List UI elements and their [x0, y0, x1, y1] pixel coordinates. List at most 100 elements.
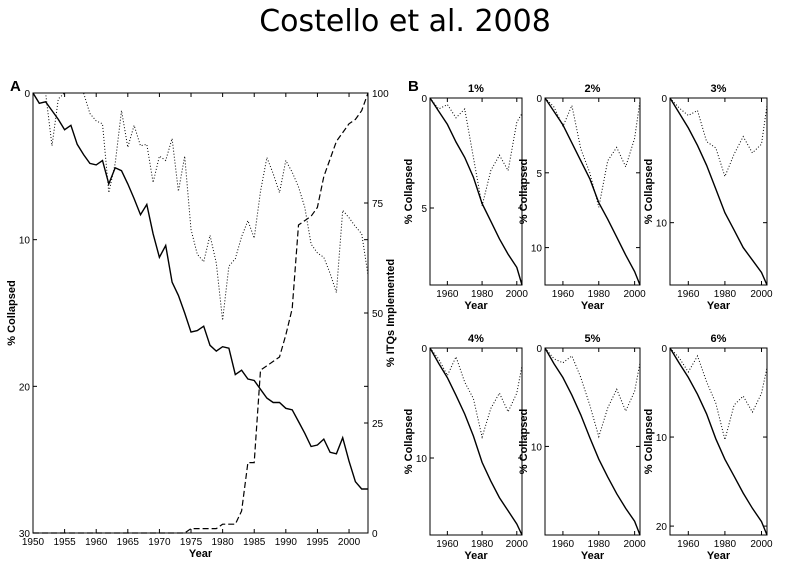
- plot-frame: [32, 92, 369, 534]
- x-tick-label: 2000: [338, 537, 361, 548]
- x-tick-label: 1980: [211, 537, 234, 548]
- x-tick-label: 1980: [588, 539, 611, 550]
- panel-title: 3%: [711, 83, 727, 95]
- series-line-solid: [429, 97, 523, 286]
- y2-tick-label: 75: [372, 199, 384, 210]
- y-tick-label: 0: [421, 344, 427, 355]
- series-line-solid: [544, 347, 641, 536]
- y2-tick-label: 100: [372, 89, 389, 100]
- y2-tick-label: 25: [372, 419, 384, 430]
- y-tick-label: 0: [421, 94, 427, 105]
- y-tick-label: 10: [531, 442, 543, 453]
- y-tick-label: 10: [656, 219, 668, 230]
- series-line-dotted: [429, 97, 523, 206]
- panel-b-chart-4: 1960 1980 2000 0 10 Year % Collapsed 4%: [403, 333, 528, 562]
- chart-root: 1950 1955 1960 1965 1970 1975 1980 1985 1990 1995…: [6, 83, 773, 562]
- y-tick-label: 20: [656, 522, 668, 533]
- panel-title: 4%: [468, 333, 484, 345]
- plot-frame: [429, 97, 523, 286]
- y-tick-label: 0: [661, 94, 667, 105]
- series-line-solid: [669, 347, 768, 536]
- plot-frame: [544, 97, 641, 286]
- x-tick-label: 1965: [117, 537, 140, 548]
- panel-title: 1%: [468, 83, 484, 95]
- x-tick-label: 1955: [53, 537, 76, 548]
- series-line-dotted: [544, 97, 641, 208]
- panel-title: 2%: [585, 83, 601, 95]
- series-line-dashed: [33, 92, 369, 534]
- x-tick-label: 1985: [243, 537, 266, 548]
- y-tick-label: 0: [24, 89, 30, 100]
- x-axis-label: Year: [707, 300, 731, 312]
- panel-title: 6%: [711, 333, 727, 345]
- y-tick-label: 5: [536, 169, 542, 180]
- panel-b-chart-3: 1960 1980 2000 0 10 Year % Collapsed 3%: [643, 83, 773, 312]
- y-tick-label: 10: [416, 454, 428, 465]
- panel-title: 5%: [585, 333, 601, 345]
- y-axis-label: % Collapsed: [403, 159, 415, 224]
- y2-tick-label: 0: [372, 529, 378, 540]
- series-line-dotted: [544, 347, 641, 439]
- x-tick-label: 1995: [306, 537, 329, 548]
- x-tick-label: 1975: [180, 537, 203, 548]
- panel-b-chart-6: 1960 1980 2000 0 10 20 Year % Collapsed 6%: [643, 333, 773, 562]
- plot-frame: [669, 97, 768, 286]
- x-tick-label: 1950: [22, 537, 45, 548]
- y-axis-label: % Collapsed: [6, 280, 18, 345]
- x-tick-label: 1980: [471, 539, 494, 550]
- x-tick-label: 1970: [148, 537, 171, 548]
- x-tick-label: 2000: [506, 289, 529, 300]
- y-tick-label: 10: [19, 236, 31, 247]
- plot-frame: [669, 347, 768, 536]
- x-tick-label: 2000: [506, 539, 529, 550]
- x-tick-label: 1960: [436, 289, 459, 300]
- y-axis-label: % Collapsed: [643, 159, 655, 224]
- y-axis-label: % Collapsed: [518, 159, 530, 224]
- y-tick-label: 10: [656, 433, 668, 444]
- y2-axis-label: % ITQs Implemented: [385, 259, 397, 367]
- series-line-dotted: [669, 347, 768, 440]
- y-tick-label: 20: [19, 382, 31, 393]
- x-tick-label: 1960: [552, 289, 575, 300]
- x-axis-label: Year: [464, 550, 488, 562]
- y-axis-label: % Collapsed: [643, 409, 655, 474]
- y2-tick-label: 50: [372, 309, 384, 320]
- x-tick-label: 1980: [714, 289, 737, 300]
- x-tick-label: 2000: [623, 539, 646, 550]
- y-tick-label: 5: [421, 204, 427, 215]
- x-tick-label: 1960: [436, 539, 459, 550]
- y-tick-label: 0: [536, 94, 542, 105]
- panel-b-chart-2: 1960 1980 2000 0 5 10 Year % Collapsed 2%: [518, 83, 646, 312]
- series-line-solid: [669, 97, 768, 286]
- series-line-dotted: [33, 92, 369, 321]
- y-tick-label: 10: [531, 244, 543, 255]
- panel-b-chart-5: 1960 1980 2000 0 10 Year % Collapsed 5%: [518, 333, 646, 562]
- x-axis-label: Year: [189, 548, 213, 560]
- panel-a-chart: 1950 1955 1960 1965 1970 1975 1980 1985 1990 1995…: [6, 89, 397, 560]
- y-tick-label: 0: [536, 344, 542, 355]
- x-tick-label: 1980: [471, 289, 494, 300]
- series-line-solid: [32, 92, 368, 490]
- x-tick-label: 1990: [275, 537, 298, 548]
- x-axis-label: Year: [464, 300, 488, 312]
- plot-frame: [544, 347, 641, 536]
- panel-a-letter: A: [10, 78, 21, 95]
- y-axis-label: % Collapsed: [403, 409, 415, 474]
- series-line-dotted: [429, 347, 523, 440]
- panel-b-letter: B: [408, 78, 419, 95]
- x-tick-label: 1960: [677, 289, 700, 300]
- x-tick-label: 2000: [750, 539, 773, 550]
- y-tick-label: 0: [661, 344, 667, 355]
- y-tick-label: 30: [19, 529, 31, 540]
- x-tick-label: 1960: [85, 537, 108, 548]
- series-line-solid: [544, 97, 641, 286]
- x-tick-label: 1960: [552, 539, 575, 550]
- x-axis-label: Year: [581, 300, 605, 312]
- series-line-solid: [429, 347, 523, 536]
- x-tick-label: 1980: [588, 289, 611, 300]
- y-axis-label: % Collapsed: [518, 409, 530, 474]
- x-axis-label: Year: [581, 550, 605, 562]
- slide-title: Costello et al. 2008: [259, 4, 551, 39]
- x-tick-label: 1960: [677, 539, 700, 550]
